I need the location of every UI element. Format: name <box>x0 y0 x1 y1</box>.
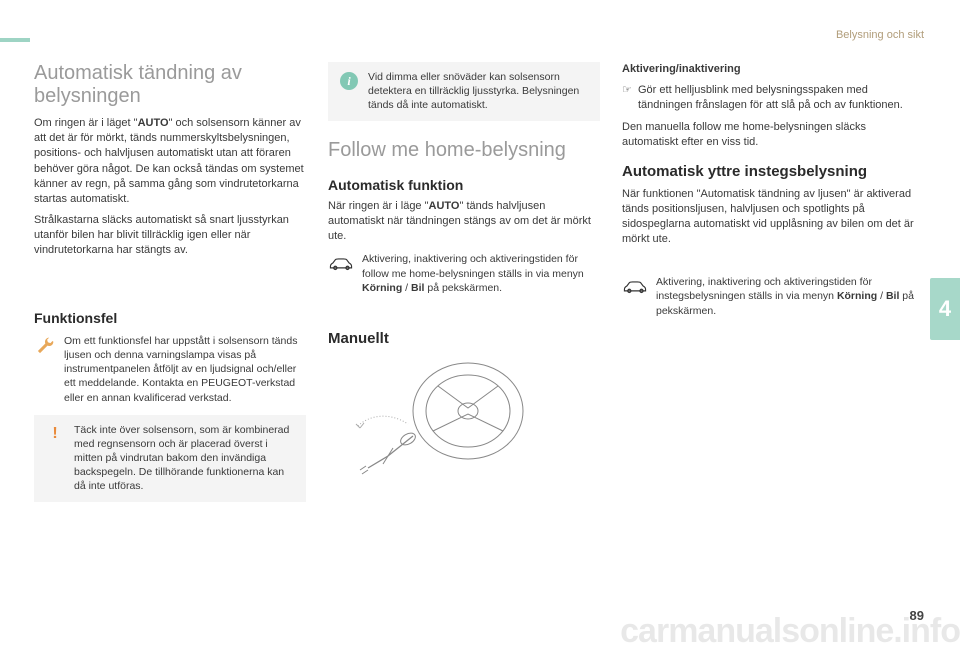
title-auto-lighting: Automatisk tändning av belysningen <box>34 62 306 108</box>
intro-part-c: " och solsensorn känner av att det är fö… <box>34 117 304 205</box>
wrench-icon <box>34 334 56 405</box>
car-slash: / <box>402 282 411 294</box>
heading-malfunction: Funktionsfel <box>34 309 306 328</box>
column-2: i Vid dimma eller snöväder kan solsensor… <box>328 62 600 502</box>
steering-wheel-illustration <box>338 356 600 491</box>
intro-auto-bold: AUTO <box>138 117 169 129</box>
car-bold-2: Bil <box>411 282 424 294</box>
intro-part-a: Om ringen är i läget " <box>34 117 138 129</box>
activation-bullet: ☞ Gör ett helljusblink med belysningsspa… <box>622 83 914 113</box>
callout-car-menu: Aktivering, inaktivering och aktiverings… <box>328 252 600 295</box>
warning-box: ! Täck inte över solsensorn, som är komb… <box>34 415 306 502</box>
content-columns: Automatisk tändning av belysningen Om ri… <box>34 62 928 502</box>
header-section-label: Belysning och sikt <box>836 29 924 41</box>
auto-function-paragraph: När ringen är i läge "AUTO" tänds halvlj… <box>328 199 600 245</box>
bullet-marker-icon: ☞ <box>622 83 632 113</box>
car-icon <box>622 275 648 318</box>
auto-bold: AUTO <box>429 200 460 212</box>
title-follow-me-home: Follow me home-belysning <box>328 139 600 162</box>
heading-outer-lighting: Automatisk yttre instegsbelysning <box>622 162 914 183</box>
heading-manual: Manuellt <box>328 329 600 350</box>
info-text: Vid dimma eller snöväder kan solsensorn … <box>368 70 590 113</box>
callout-car-menu-2: Aktivering, inaktivering och aktiverings… <box>622 275 914 318</box>
car-menu-2-text: Aktivering, inaktivering och aktiverings… <box>656 275 914 318</box>
car-bold-1: Körning <box>362 282 402 294</box>
intro-paragraph-1: Om ringen är i läget "AUTO" och solsenso… <box>34 116 306 207</box>
car-text-c: på pekskärmen. <box>424 282 502 294</box>
column-1: Automatisk tändning av belysningen Om ri… <box>34 62 306 502</box>
column-3: Aktivering/inaktivering ☞ Gör ett hellju… <box>622 62 914 502</box>
section-tab: 4 <box>930 278 960 340</box>
top-accent-bar <box>0 38 30 42</box>
car-menu-text: Aktivering, inaktivering och aktiverings… <box>362 252 600 295</box>
car2-slash: / <box>877 290 886 302</box>
malfunction-text: Om ett funktionsfel har uppstått i solse… <box>64 334 306 405</box>
car-text-a: Aktivering, inaktivering och aktiverings… <box>362 253 584 279</box>
heading-activation: Aktivering/inaktivering <box>622 62 914 77</box>
bang-icon: ! <box>44 423 66 494</box>
watermark: carmanualsonline.info <box>620 612 960 651</box>
page: Belysning och sikt Automatisk tändning a… <box>0 0 960 649</box>
car2-bold-2: Bil <box>886 290 899 302</box>
info-box: i Vid dimma eller snöväder kan solsensor… <box>328 62 600 121</box>
auto-part-a: När ringen är i läge " <box>328 200 429 212</box>
activation-bullet-text: Gör ett helljusblink med belysningsspake… <box>638 83 914 113</box>
car-icon <box>328 252 354 295</box>
info-icon: i <box>338 70 360 113</box>
outer-lighting-paragraph: När funktionen "Automatisk tändning av l… <box>622 187 914 248</box>
heading-automatic-function: Automatisk funktion <box>328 176 600 195</box>
activation-paragraph: Den manuella follow me home-belysningen … <box>622 120 914 150</box>
warning-text: Täck inte över solsensorn, som är kombin… <box>74 423 296 494</box>
callout-malfunction: Om ett funktionsfel har uppstått i solse… <box>34 334 306 405</box>
car2-bold-1: Körning <box>837 290 877 302</box>
intro-paragraph-2: Strålkastarna släcks automatiskt så snar… <box>34 213 306 259</box>
